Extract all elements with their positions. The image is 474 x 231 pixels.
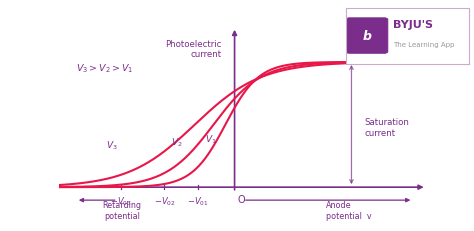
Text: $V_2$: $V_2$ [171,136,182,148]
Text: Anode
potential  v: Anode potential v [327,201,372,220]
Text: O: O [238,194,246,204]
Text: Retarding
potential: Retarding potential [102,201,141,220]
Text: $-V_{01}$: $-V_{01}$ [187,194,209,207]
Text: BYJU'S: BYJU'S [393,20,433,30]
Text: $V_1$: $V_1$ [204,132,216,145]
Text: $V_3 > V_2 > V_1$: $V_3 > V_2 > V_1$ [76,63,133,75]
Text: $-V_{03}$: $-V_{03}$ [110,194,132,207]
Text: Photoelectric
current: Photoelectric current [165,40,221,59]
FancyBboxPatch shape [346,19,388,54]
Text: The Learning App: The Learning App [393,42,454,48]
Text: b: b [363,30,372,43]
Text: $V_3$: $V_3$ [106,139,118,151]
Text: Saturation
current: Saturation current [365,118,410,137]
Text: $-V_{02}$: $-V_{02}$ [154,194,175,207]
